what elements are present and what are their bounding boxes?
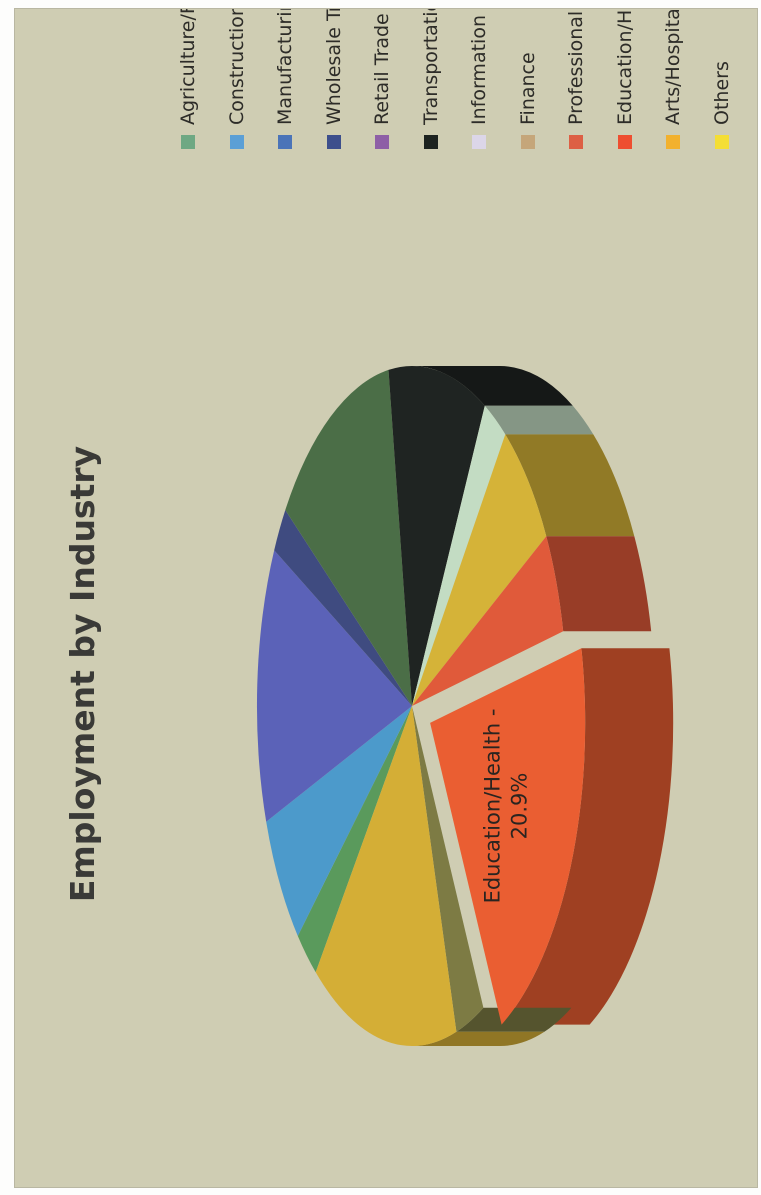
legend-label: Construction (225, 8, 248, 125)
legend-swatch (569, 135, 583, 149)
legend-swatch (423, 135, 438, 149)
pie-slice-construction (266, 706, 412, 936)
legend-label: Transportation (419, 8, 442, 125)
legend-swatch (278, 135, 292, 149)
data-label-education-health: Education/Health -20.9% (481, 709, 532, 904)
pie-slice-information (412, 405, 506, 706)
pie-slice-wholesale-trade (274, 510, 412, 706)
pie-slice-professional (412, 536, 564, 706)
pie-side-arts-hospitality (456, 1007, 572, 1032)
pie-slice-finance (412, 434, 547, 706)
slide-content: Employment by Industry Education/Health … (15, 8, 757, 1187)
pie-slice-agriculture-forestry (297, 706, 412, 973)
legend-label: Finance (516, 52, 539, 125)
legend-label: Information (468, 15, 490, 125)
legend-item-manufacturing: Manufacturing (270, 8, 300, 149)
legend-item-wholesale-trade: Wholesale Trade (319, 8, 349, 149)
legend: Agriculture/Forestry Construction Manufact… (15, 8, 757, 1187)
legend-swatch (375, 135, 389, 149)
legend-swatch (666, 135, 680, 149)
pie-side-finance (505, 434, 635, 537)
legend-swatch (714, 135, 729, 149)
legend-label: Agriculture/Forestry (177, 8, 199, 125)
legend-item-agriculture-forestry: Agriculture/Forestry (173, 8, 203, 149)
legend-item-arts-hospitality: Arts/Hospitality (658, 8, 688, 149)
data-label-line: 20.9% (508, 773, 532, 840)
pie-side-others (412, 1031, 545, 1047)
pie-side-information (484, 405, 594, 435)
pie-slice-education-health (430, 648, 586, 1025)
pie-slices (256, 366, 586, 1046)
pie-side-education-health (501, 648, 674, 1025)
legend-swatch (520, 135, 535, 149)
legend-label: Arts/Hospitality (662, 8, 684, 125)
legend-item-finance: Finance (513, 52, 543, 149)
pie-slice-arts-hospitality (412, 706, 484, 1032)
legend-label: Wholesale Trade (322, 8, 345, 125)
legend-label: Professional (565, 10, 587, 125)
legend-item-transportation: Transportation (416, 8, 446, 149)
legend-label: Others (710, 61, 733, 125)
legend-swatch (229, 135, 244, 149)
pie-slice-transportation (388, 366, 485, 706)
legend-item-information: Information (464, 15, 494, 149)
pie-slice-manufacturing (256, 550, 412, 822)
legend-swatch (472, 135, 486, 149)
legend-label: Education/Health (613, 8, 636, 125)
legend-swatch (326, 135, 341, 149)
pie-chart: Education/Health -20.9% (256, 366, 674, 1047)
pie-sides (412, 366, 674, 1047)
legend-item-others: Others (707, 61, 737, 149)
legend-label: Retail Trade (371, 13, 393, 125)
legend-swatch (181, 135, 195, 149)
legend-item-retail-trade: Retail Trade (367, 13, 397, 149)
legend-item-construction: Construction (222, 8, 252, 149)
legend-item-education-health: Education/Health (610, 8, 640, 149)
legend-item-professional: Professional (561, 11, 591, 149)
slide: Employment by Industry Education/Health … (14, 8, 758, 1188)
pie-side-transportation (412, 366, 573, 406)
pie-slice-retail-trade (285, 369, 412, 706)
data-label-line: Education/Health - (481, 709, 505, 904)
pie-slice-others (315, 706, 457, 1046)
legend-label: Manufacturing (274, 8, 296, 125)
pie-side-professional (546, 536, 652, 632)
legend-swatch (617, 135, 632, 149)
